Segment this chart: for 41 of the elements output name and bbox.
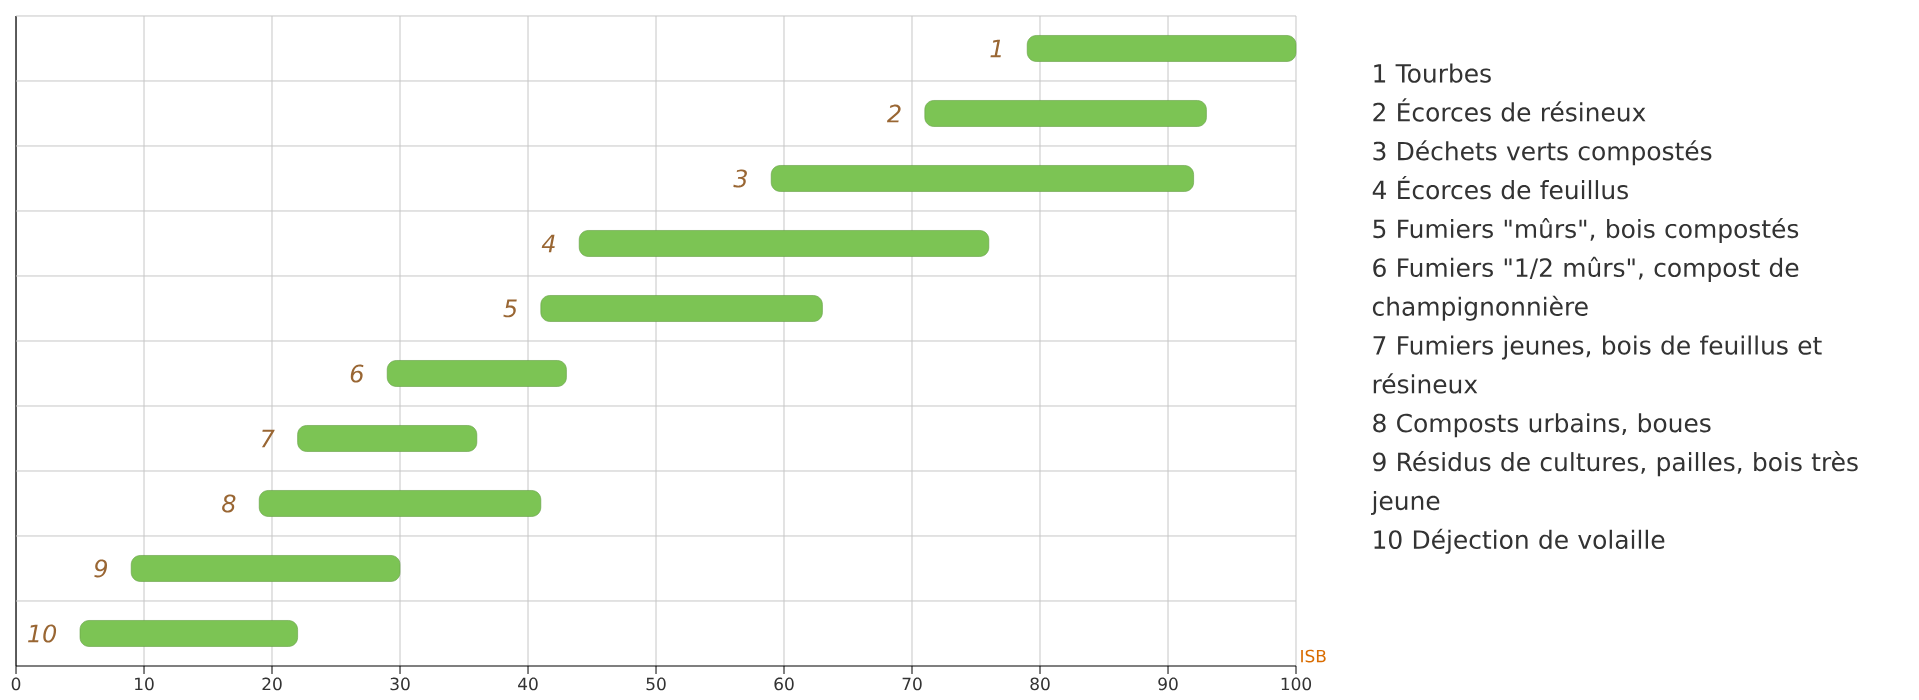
x-tick-label: 20 (262, 677, 282, 691)
bar (79, 620, 298, 647)
y-tick-label: 3 (733, 169, 747, 188)
bar (258, 490, 542, 517)
text: 5 Fumiers "mûrs", bois compostés (1373, 217, 1799, 244)
text: 3 Déchets verts compostés (1373, 140, 1712, 166)
x-tick-label: 100 (1281, 677, 1312, 691)
y-tick-label: 2 (886, 104, 901, 123)
y-tick-label: 5 (503, 299, 517, 318)
x-tick-label: 10 (135, 677, 154, 691)
bar (1026, 35, 1297, 62)
bar (770, 165, 1194, 192)
x-tick-label: 0 (11, 677, 21, 691)
y-tick-label: 6 (350, 364, 364, 383)
bar (924, 100, 1207, 127)
bar (578, 230, 990, 257)
bar (386, 360, 567, 387)
y-tick-label: 7 (261, 429, 275, 448)
x-tick-label: 40 (518, 677, 538, 691)
y-tick-label: 4 (541, 234, 555, 253)
bar (540, 295, 823, 322)
y-tick-label: 9 (94, 559, 108, 578)
text: 7 Fumiers jeunes, bois de feuillus et résineux (1373, 335, 1822, 394)
bar (130, 555, 401, 582)
x-tick-label: 60 (774, 677, 794, 691)
x-tick-label: 80 (1030, 677, 1050, 691)
text: 10 Déjection de volaille (1374, 528, 1665, 554)
bar (297, 425, 478, 452)
text: 1 Tourbes (1374, 63, 1491, 83)
x-tick-label: 50 (646, 677, 666, 691)
text: 6 Fumiers "1/2 mûrs", compost de champignonnière (1372, 256, 1799, 321)
text: 2 Écorces de résineux (1373, 98, 1646, 122)
text: 8 Composts urbains, boues (1373, 413, 1711, 438)
text: 4 Écorces de feuillus (1372, 175, 1628, 200)
y-tick-label: 8 (222, 494, 236, 513)
x-tick-label: 90 (1158, 677, 1178, 691)
y-tick-label: 1 (990, 39, 1001, 58)
text: 9 Résidus de cultures, pailles, bois très jeune (1371, 451, 1858, 516)
x-tick-label: 70 (902, 677, 922, 691)
x-axis-title: ISB (1301, 649, 1326, 663)
x-tick-label: 30 (390, 677, 410, 691)
